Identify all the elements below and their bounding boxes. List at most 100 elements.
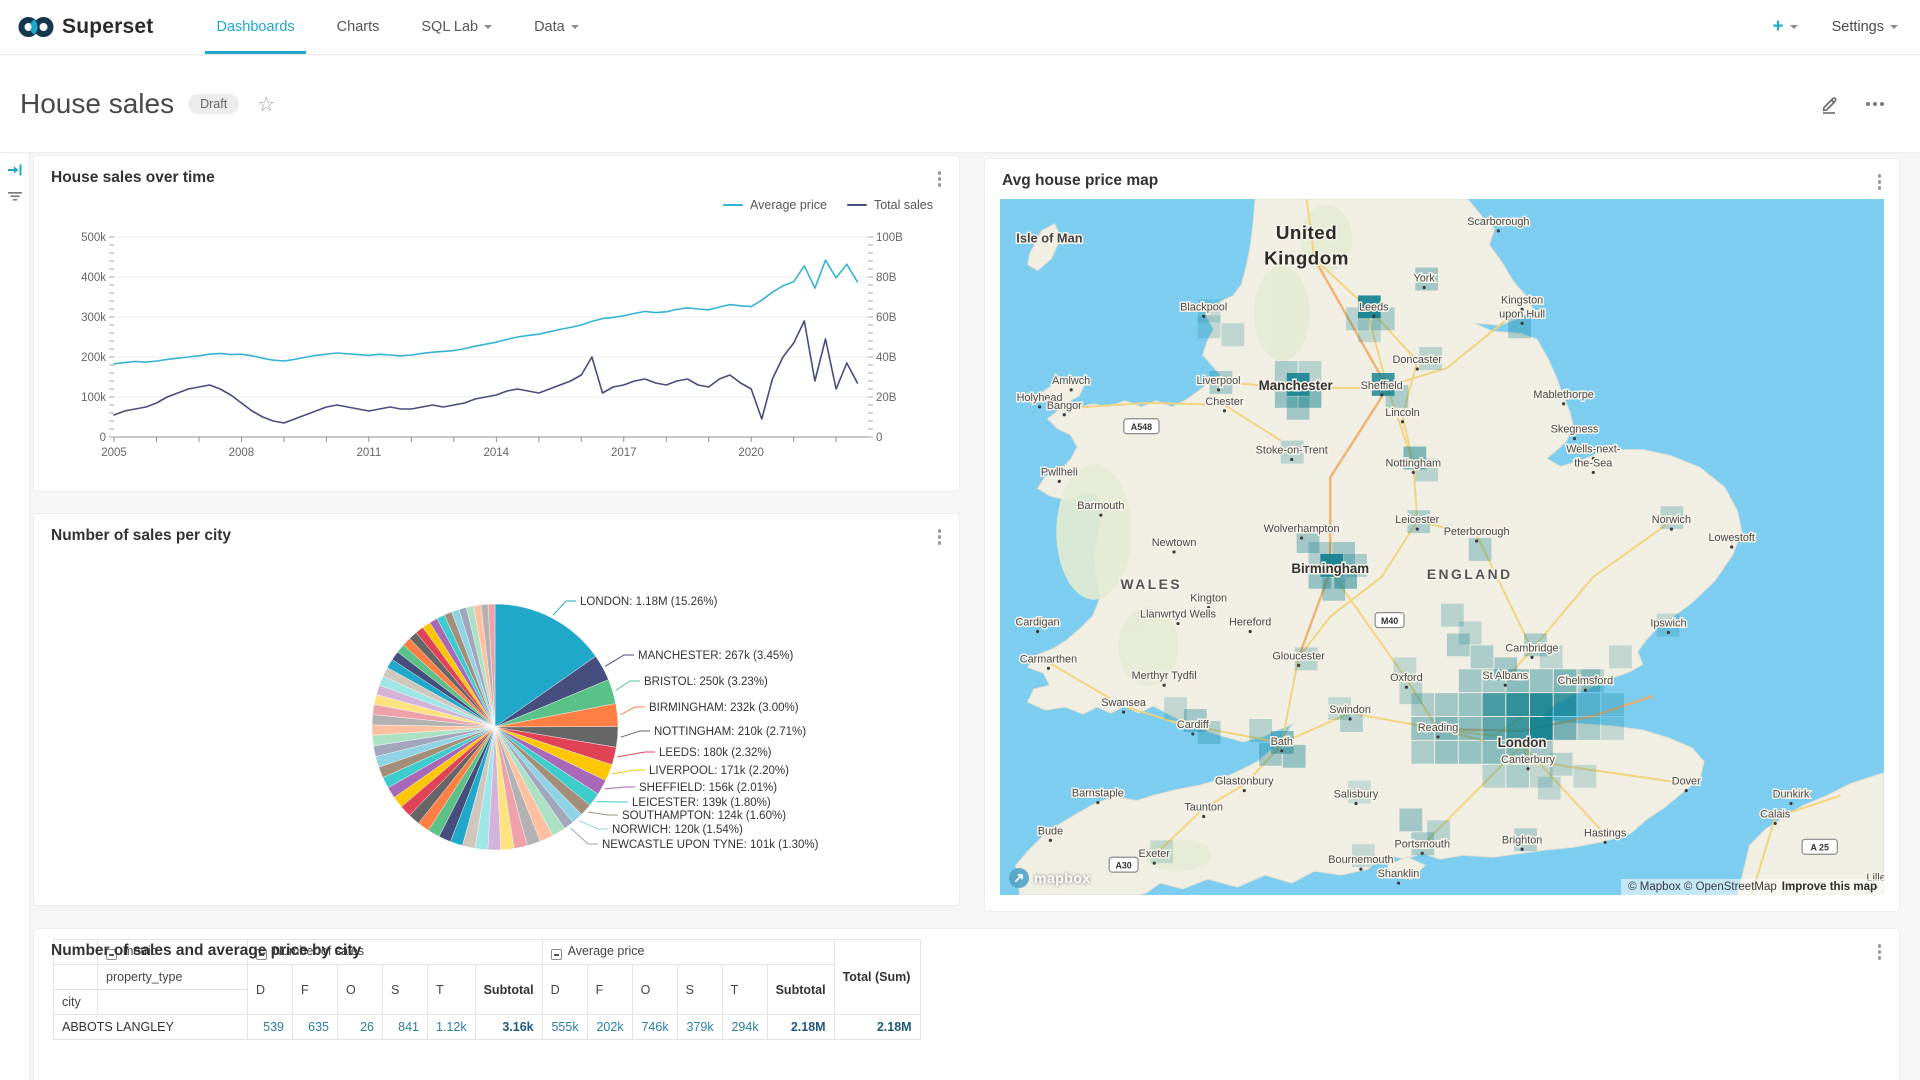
choropleth-cell[interactable] (1482, 693, 1506, 717)
collapse-icon[interactable] (550, 949, 562, 961)
legend-item-average-price[interactable]: Average price (723, 198, 827, 212)
choropleth-cell[interactable] (1308, 565, 1332, 589)
nav-item-sql-lab[interactable]: SQL Lab (400, 0, 513, 54)
choropleth-cell[interactable] (1553, 693, 1577, 717)
favorite-star-icon[interactable]: ☆ (257, 93, 276, 116)
choropleth-cell[interactable] (1506, 669, 1530, 693)
choropleth-cell[interactable] (1660, 506, 1684, 530)
legend-item-total-sales[interactable]: Total sales (846, 198, 933, 212)
choropleth-cell[interactable] (1553, 717, 1577, 740)
choropleth-cell[interactable] (1393, 657, 1417, 681)
choropleth-cell[interactable] (1530, 669, 1553, 693)
choropleth-cell[interactable] (1150, 840, 1174, 864)
choropleth-cell[interactable] (1577, 717, 1601, 740)
choropleth-cell[interactable] (1399, 681, 1423, 705)
choropleth-cell[interactable] (1458, 717, 1482, 740)
choropleth-cell[interactable] (1581, 669, 1605, 693)
choropleth-cell[interactable] (1411, 740, 1435, 764)
nav-item-data[interactable]: Data (513, 0, 600, 54)
choropleth-cell[interactable] (1352, 844, 1375, 868)
mapbox-logo[interactable]: mapbox (1008, 867, 1091, 889)
choropleth-cell[interactable] (1506, 740, 1530, 764)
choropleth-cell[interactable] (1197, 721, 1221, 744)
choropleth-cell[interactable] (1274, 384, 1298, 408)
choropleth-cell[interactable] (1183, 709, 1207, 732)
choropleth-cell[interactable] (1482, 717, 1506, 740)
choropleth-cell[interactable] (1549, 752, 1573, 776)
choropleth-cell[interactable] (1371, 307, 1395, 331)
choropleth-cell[interactable] (1553, 669, 1577, 693)
choropleth-cell[interactable] (1332, 542, 1355, 565)
choropleth-cell[interactable] (1249, 719, 1272, 742)
choropleth-cell[interactable] (1399, 808, 1423, 832)
choropleth-cell[interactable] (1609, 645, 1632, 669)
choropleth-cell[interactable] (1506, 717, 1530, 740)
pie-slice[interactable] (494, 603, 596, 728)
choropleth-cell[interactable] (1458, 621, 1482, 645)
choropleth-cell[interactable] (1573, 764, 1597, 788)
choropleth-cell[interactable] (1539, 645, 1563, 669)
collapse-icon[interactable] (256, 949, 267, 961)
choropleth-cell[interactable] (1296, 530, 1320, 553)
choropleth-cell[interactable] (1530, 717, 1553, 740)
choropleth-cell[interactable] (1407, 510, 1431, 534)
nav-item-dashboards[interactable]: Dashboards (195, 0, 315, 54)
choropleth-cell[interactable] (1328, 697, 1352, 721)
choropleth-cell[interactable] (1294, 647, 1318, 671)
more-options-icon[interactable] (1866, 102, 1884, 106)
choropleth-cell[interactable] (1348, 780, 1371, 804)
filter-funnel-icon[interactable] (6, 187, 24, 205)
choropleth-cell[interactable] (1280, 440, 1304, 464)
choropleth-cell[interactable] (1357, 319, 1381, 343)
choropleth-cell[interactable] (1530, 693, 1553, 717)
add-new-button[interactable]: + (1772, 16, 1798, 38)
choropleth-cell[interactable] (1411, 717, 1435, 740)
choropleth-cell[interactable] (1415, 458, 1439, 482)
chart-options-kebab-icon[interactable] (1876, 942, 1884, 962)
chart-options-kebab-icon[interactable] (936, 527, 944, 547)
choropleth-cell[interactable] (1514, 828, 1537, 852)
choropleth-cell[interactable] (1601, 693, 1624, 717)
choropleth-cell[interactable] (1209, 371, 1233, 394)
brand[interactable]: Superset (0, 0, 167, 54)
choropleth-cell[interactable] (1470, 645, 1494, 669)
map-canvas[interactable]: United Kingdom Isle of Man WALES ENGLAND Lond… (1000, 199, 1884, 895)
pie-slice[interactable] (487, 603, 496, 728)
choropleth-cell[interactable] (1427, 820, 1450, 844)
edit-pencil-icon[interactable] (1818, 93, 1840, 115)
choropleth-cell[interactable] (1274, 361, 1298, 384)
choropleth-cell[interactable] (1282, 744, 1306, 768)
choropleth-cell[interactable] (1403, 446, 1427, 470)
choropleth-cell[interactable] (1419, 347, 1442, 371)
collapse-icon[interactable] (106, 949, 117, 961)
line-series-right[interactable] (113, 320, 859, 424)
choropleth-cell[interactable] (1506, 764, 1530, 788)
choropleth-cell[interactable] (1334, 565, 1357, 589)
choropleth-cell[interactable] (1385, 384, 1409, 408)
choropleth-cell[interactable] (1482, 740, 1506, 764)
choropleth-cell[interactable] (1411, 693, 1435, 717)
choropleth-cell[interactable] (1468, 538, 1492, 561)
choropleth-cell[interactable] (1344, 553, 1367, 577)
choropleth-cell[interactable] (1298, 384, 1322, 408)
choropleth-cell[interactable] (1411, 832, 1435, 856)
settings-menu[interactable]: Settings (1832, 19, 1898, 35)
choropleth-cell[interactable] (1259, 742, 1282, 766)
choropleth-cell[interactable] (1506, 693, 1530, 717)
choropleth-cell[interactable] (1415, 267, 1439, 291)
choropleth-cell[interactable] (1197, 315, 1221, 339)
nav-item-charts[interactable]: Charts (336, 19, 380, 35)
choropleth-cell[interactable] (1446, 633, 1470, 657)
choropleth-cell[interactable] (1530, 740, 1553, 764)
line-series-left[interactable] (113, 259, 859, 365)
choropleth-cell[interactable] (1458, 693, 1482, 717)
choropleth-cell[interactable] (1164, 697, 1187, 721)
choropleth-cell[interactable] (1482, 669, 1506, 693)
choropleth-cell[interactable] (1435, 740, 1458, 764)
choropleth-cell[interactable] (1346, 307, 1369, 331)
choropleth-cell[interactable] (1357, 295, 1381, 319)
choropleth-cell[interactable] (1435, 717, 1458, 740)
expand-filter-bar-icon[interactable] (6, 161, 24, 179)
choropleth-cell[interactable] (1577, 693, 1601, 717)
choropleth-cell[interactable] (1577, 669, 1601, 693)
